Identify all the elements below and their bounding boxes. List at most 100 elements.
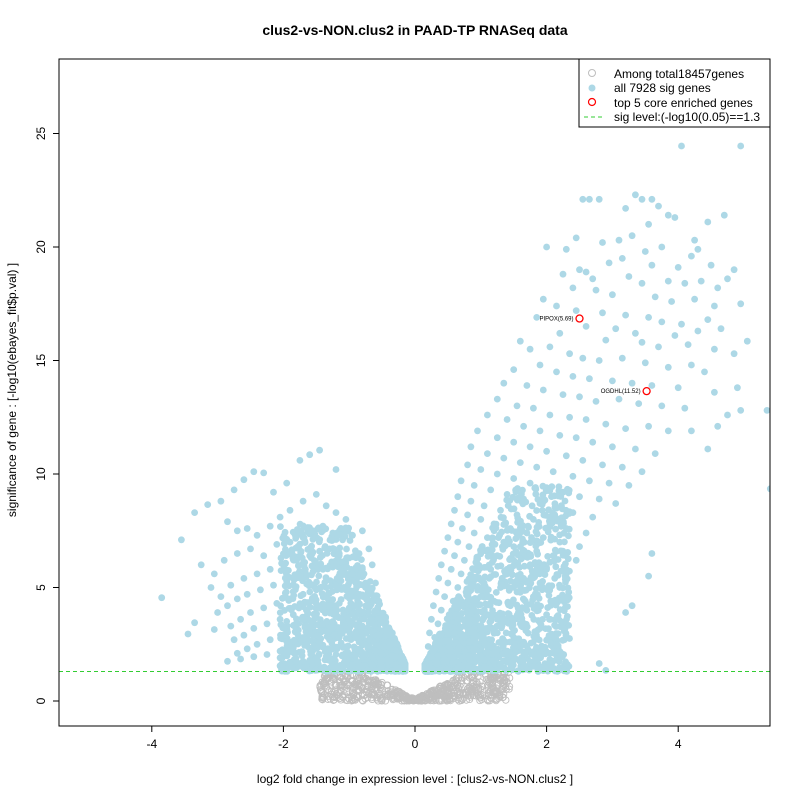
- sig-point: [510, 556, 518, 564]
- legend-label-total: Among total18457genes: [614, 67, 744, 81]
- sig-point: [348, 575, 356, 583]
- sig-point: [556, 584, 564, 591]
- sig-point: [559, 391, 567, 398]
- sig-point: [707, 261, 715, 269]
- sig-point: [564, 661, 571, 668]
- sig-point: [562, 525, 570, 532]
- sig-point: [316, 554, 324, 561]
- sig-point: [296, 600, 304, 607]
- sig-point: [507, 525, 514, 532]
- sig-point: [329, 563, 337, 571]
- sig-point: [339, 662, 346, 670]
- nonsig-point: [453, 681, 461, 690]
- sig-point: [549, 468, 557, 476]
- sig-point: [530, 632, 538, 640]
- sig-point: [534, 601, 541, 608]
- sig-point: [510, 366, 518, 373]
- sig-point: [273, 600, 281, 607]
- sig-point: [464, 588, 471, 596]
- sig-point: [516, 459, 524, 466]
- nonsig-point: [434, 686, 443, 695]
- sig-point: [343, 655, 351, 663]
- sig-point: [329, 618, 337, 625]
- sig-point: [493, 434, 501, 442]
- sig-point: [514, 572, 522, 580]
- sig-point: [469, 565, 476, 572]
- sig-point: [536, 427, 544, 435]
- sig-point: [526, 479, 534, 487]
- sig-point: [648, 195, 656, 203]
- sig-point: [582, 416, 590, 423]
- sig-point: [530, 516, 537, 523]
- sig-point: [240, 631, 248, 639]
- sig-point: [543, 565, 550, 573]
- sig-point: [501, 520, 509, 528]
- sig-point: [566, 350, 573, 358]
- sig-point: [526, 561, 534, 569]
- sig-point: [549, 597, 557, 605]
- x-axis: -4 -2 0 2 4: [146, 726, 682, 751]
- nonsig-point: [352, 692, 360, 701]
- sig-point: [276, 513, 284, 521]
- sig-point: [401, 660, 408, 668]
- sig-point: [233, 550, 241, 557]
- sig-point: [437, 638, 445, 646]
- sig-point: [520, 495, 527, 503]
- sig-point: [306, 588, 314, 596]
- sig-point: [309, 660, 317, 668]
- sig-point: [595, 195, 603, 203]
- sig-point: [541, 571, 549, 578]
- sig-point: [315, 572, 323, 580]
- nonsig-point: [475, 684, 483, 692]
- sig-point: [493, 470, 501, 478]
- sig-point: [290, 576, 298, 584]
- sig-point: [572, 556, 580, 564]
- sig-point: [638, 468, 646, 476]
- sig-point: [270, 581, 277, 589]
- nonsig-point: [479, 691, 487, 699]
- sig-point: [618, 354, 626, 362]
- sig-point: [309, 527, 317, 535]
- sig-point: [243, 590, 251, 598]
- sig-point: [632, 445, 639, 453]
- sig-point: [273, 541, 281, 548]
- sig-point: [553, 504, 560, 512]
- sig-point: [530, 651, 538, 659]
- sig-point: [559, 636, 567, 644]
- sig-point: [664, 427, 672, 435]
- nonsig-point: [455, 690, 464, 698]
- sig-point: [492, 649, 500, 657]
- sig-point: [503, 416, 511, 423]
- sig-point: [691, 295, 698, 303]
- sig-point: [609, 291, 616, 299]
- sig-point: [368, 652, 376, 660]
- nonsig-point: [388, 685, 397, 694]
- sig-point: [555, 616, 563, 624]
- sig-point: [477, 593, 485, 600]
- y-axis-label: significance of gene : [-log10(ebayes_fi…: [5, 263, 19, 517]
- sig-point: [533, 314, 541, 321]
- sig-point: [355, 606, 363, 614]
- sig-point: [428, 615, 435, 623]
- sig-point: [724, 275, 731, 283]
- sig-point: [457, 477, 465, 485]
- legend-label-top: top 5 core enriched genes: [614, 96, 753, 110]
- sig-point: [645, 422, 652, 430]
- nonsig-point: [488, 681, 496, 690]
- sig-point: [473, 614, 481, 621]
- sig-point: [638, 338, 646, 346]
- nonsig-point: [430, 691, 439, 700]
- sig-point: [484, 649, 491, 656]
- sig-point: [472, 638, 479, 646]
- sig-point: [497, 562, 505, 570]
- sig-point: [282, 650, 290, 657]
- sig-point: [233, 649, 241, 657]
- y-tick-label: 25: [34, 127, 48, 141]
- nonsig-point: [468, 688, 477, 696]
- sig-point: [520, 575, 527, 582]
- sig-point: [645, 314, 652, 321]
- sig-point: [552, 525, 559, 533]
- sig-point: [388, 652, 396, 659]
- sig-point: [562, 560, 569, 568]
- sig-point: [434, 652, 442, 659]
